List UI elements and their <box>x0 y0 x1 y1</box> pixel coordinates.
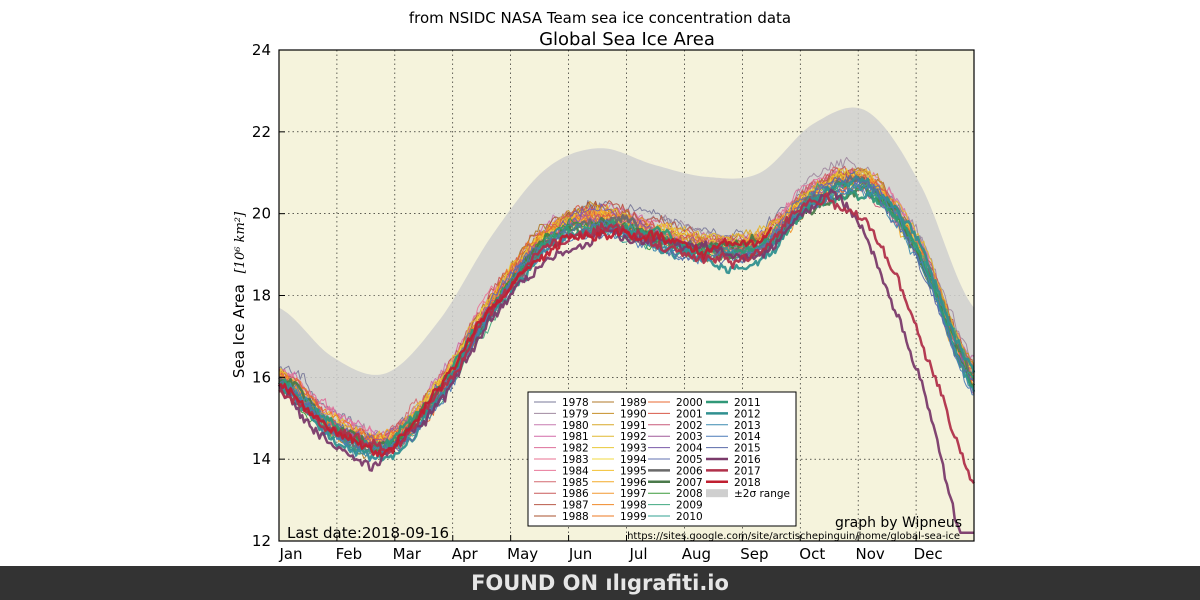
y-axis: 12 14 16 18 20 22 24 <box>252 41 285 550</box>
legend-label-band: ±2σ range <box>734 488 790 500</box>
legend-label-1996: 1996 <box>620 477 647 489</box>
x-tick-label-jul: Jul <box>628 545 647 563</box>
legend-label-2005: 2005 <box>676 454 703 466</box>
last-date-label: Last date:2018-09-16 <box>287 524 449 542</box>
series-lines <box>277 156 976 535</box>
x-axis: Jan Feb Mar Apr May Jun Jul Aug Sep Oct Nov Dec <box>278 535 943 563</box>
legend-label-1986: 1986 <box>562 488 589 500</box>
chart-title: Global Sea Ice Area <box>539 29 715 50</box>
y-tick-label: 22 <box>252 123 271 141</box>
legend-label-2006: 2006 <box>676 465 703 477</box>
legend-label-2018: 2018 <box>734 477 761 489</box>
x-tick-label-jan: Jan <box>278 545 302 563</box>
x-tick-label-aug: Aug <box>682 545 711 563</box>
legend-swatch-band <box>706 489 728 498</box>
legend-label-1997: 1997 <box>620 488 647 500</box>
x-tick-label-nov: Nov <box>856 545 885 563</box>
x-tick-label-apr: Apr <box>452 545 479 563</box>
legend-label-2002: 2002 <box>676 420 703 432</box>
x-tick-label-may: May <box>507 545 538 563</box>
legend-label-1984: 1984 <box>562 465 589 477</box>
legend-label-1981: 1981 <box>562 431 589 443</box>
source-url[interactable]: https://sites.google.com/site/arctischep… <box>627 531 960 542</box>
series-line-2010 <box>278 182 975 455</box>
y-tick-label: 20 <box>252 205 271 223</box>
legend-label-2015: 2015 <box>734 443 761 455</box>
series-line-2011 <box>278 188 976 451</box>
chart-subtitle: from NSIDC NASA Team sea ice concentrati… <box>409 9 791 27</box>
y-axis-label-text: Sea Ice Area <box>230 284 248 378</box>
legend-label-1995: 1995 <box>620 465 647 477</box>
legend-label-1987: 1987 <box>562 500 589 512</box>
legend-label-1999: 1999 <box>620 511 647 523</box>
x-tick-label-mar: Mar <box>393 545 422 563</box>
legend-label-2010: 2010 <box>676 511 703 523</box>
legend: 1978197919801981198219831984198519861987… <box>527 391 797 527</box>
legend-label-1991: 1991 <box>620 420 647 432</box>
legend-label-1985: 1985 <box>562 477 589 489</box>
legend-label-1993: 1993 <box>620 443 647 455</box>
legend-label-2009: 2009 <box>676 500 703 512</box>
legend-label-2012: 2012 <box>734 408 761 420</box>
x-tick-label-dec: Dec <box>914 545 943 563</box>
x-tick-label-oct: Oct <box>799 545 825 563</box>
y-tick-label: 18 <box>252 287 271 305</box>
legend-label-2016: 2016 <box>734 454 761 466</box>
legend-label-2013: 2013 <box>734 420 761 432</box>
x-tick-label-feb: Feb <box>336 545 363 563</box>
legend-label-2004: 2004 <box>676 443 703 455</box>
legend-label-1990: 1990 <box>620 408 647 420</box>
legend-label-2014: 2014 <box>734 431 761 443</box>
legend-label-2003: 2003 <box>676 431 703 443</box>
svg-text:Sea Ice Area [10⁶ km²]: Sea Ice Area [10⁶ km²] <box>230 211 248 378</box>
legend-label-2011: 2011 <box>734 397 761 409</box>
sea-ice-chart: from NSIDC NASA Team sea ice concentrati… <box>230 9 976 563</box>
y-tick-label: 16 <box>252 368 271 386</box>
legend-label-1994: 1994 <box>620 454 647 466</box>
y-tick-label: 12 <box>252 532 271 550</box>
legend-label-1992: 1992 <box>620 431 647 443</box>
legend-label-2001: 2001 <box>676 408 703 420</box>
credit-label: graph by Wipneus <box>835 515 962 531</box>
y-tick-label: 24 <box>252 41 271 59</box>
legend-label-1978: 1978 <box>562 397 589 409</box>
legend-label-2007: 2007 <box>676 477 703 489</box>
x-tick-label-sep: Sep <box>740 545 768 563</box>
legend-label-2000: 2000 <box>676 397 703 409</box>
legend-label-2017: 2017 <box>734 465 761 477</box>
legend-label-1980: 1980 <box>562 420 589 432</box>
y-axis-label: Sea Ice Area [10⁶ km²] <box>230 211 248 378</box>
x-tick-label-jun: Jun <box>568 545 592 563</box>
series-line-2018 <box>278 226 773 458</box>
y-tick-label: 14 <box>252 450 271 468</box>
legend-label-1988: 1988 <box>562 511 589 523</box>
footer-bar: FOUND ON ılıgrafiti.io <box>0 566 1200 600</box>
legend-label-1982: 1982 <box>562 443 589 455</box>
legend-label-1979: 1979 <box>562 408 589 420</box>
legend-label-2008: 2008 <box>676 488 703 500</box>
legend-label-1983: 1983 <box>562 454 589 466</box>
y-axis-unit: [10⁶ km²] <box>233 211 248 273</box>
legend-label-1989: 1989 <box>620 397 647 409</box>
legend-label-1998: 1998 <box>620 500 647 512</box>
footer-brand[interactable]: FOUND ON ılıgrafiti.io <box>471 571 729 595</box>
